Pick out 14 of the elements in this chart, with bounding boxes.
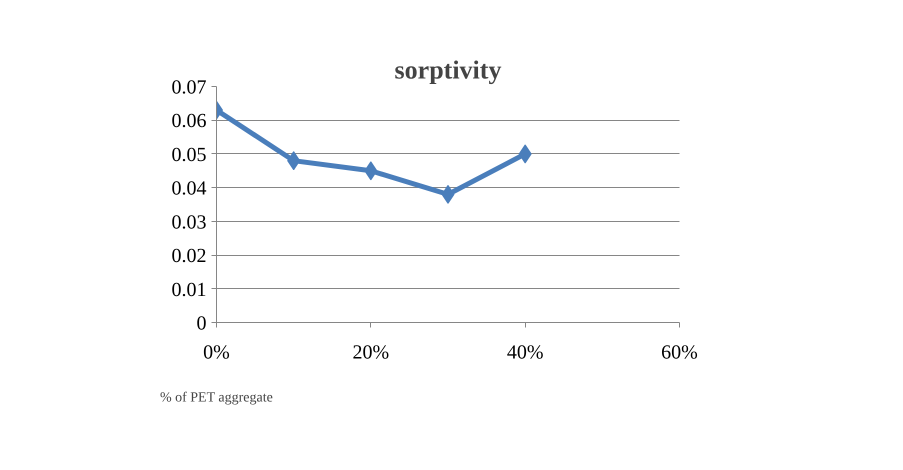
y-tick-label: 0.04 [172, 178, 206, 200]
x-tick-label: 0% [203, 342, 230, 364]
y-tick-label: 0.01 [172, 278, 206, 301]
x-tick-label: 60% [661, 342, 698, 364]
y-tick-label: 0.05 [172, 144, 206, 166]
chart-title: sorptivity [394, 56, 502, 84]
x-tick-label: 40% [506, 342, 544, 364]
y-tick-label: 0.06 [172, 110, 206, 132]
y-tick-label: 0.02 [172, 245, 206, 268]
x-axis-title: % of PET aggregate [160, 390, 273, 406]
y-tick-label: 0 [196, 312, 206, 334]
y-tick-label: 0.03 [172, 211, 206, 234]
y-tick-label: 0.07 [172, 76, 206, 98]
x-tick-label: 20% [352, 342, 390, 364]
